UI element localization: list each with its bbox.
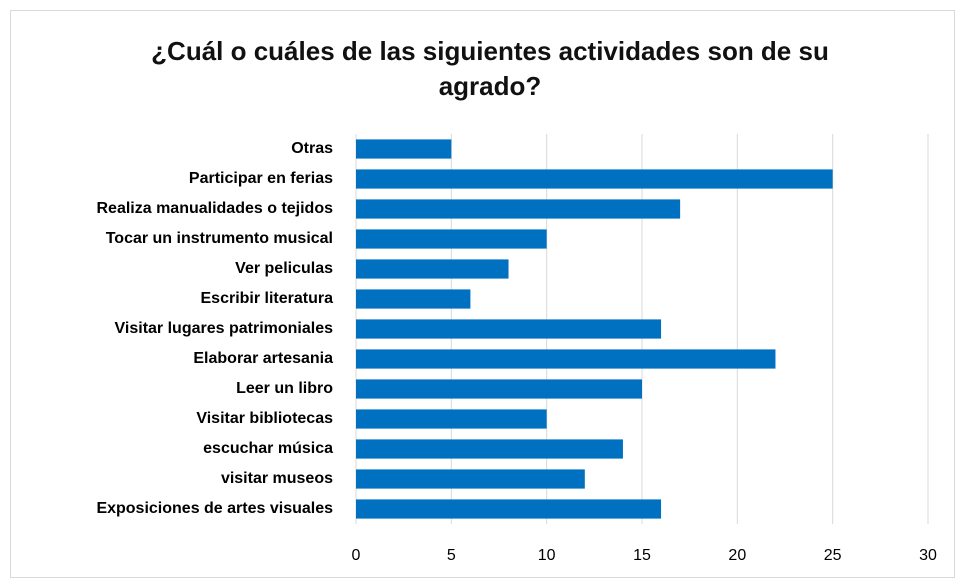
bar xyxy=(356,439,623,459)
x-tick-label: 5 xyxy=(447,547,456,564)
y-tick-label: Escribir literatura xyxy=(201,290,334,307)
bar xyxy=(356,199,681,219)
bar xyxy=(356,349,776,369)
x-tick-label: 10 xyxy=(538,547,556,564)
y-tick-label: Elaborar artesania xyxy=(193,350,333,367)
bar xyxy=(356,379,642,399)
x-tick-label: 25 xyxy=(824,547,842,564)
x-tick-label: 15 xyxy=(633,547,651,564)
y-tick-label: Exposiciones de artes visuales xyxy=(96,500,333,517)
chart-border xyxy=(10,10,955,578)
y-tick-label: visitar museos xyxy=(221,470,333,487)
x-tick-label: 20 xyxy=(728,547,746,564)
bar xyxy=(356,169,833,189)
bar xyxy=(356,319,662,339)
bar xyxy=(356,229,547,249)
y-tick-label: Visitar lugares patrimoniales xyxy=(115,320,334,337)
x-tick-label: 30 xyxy=(919,547,937,564)
bar xyxy=(356,139,452,159)
bar xyxy=(356,499,662,519)
y-tick-label: Visitar bibliotecas xyxy=(196,410,333,427)
y-tick-label: Participar en ferias xyxy=(189,170,333,187)
y-tick-label: Otras xyxy=(291,140,333,157)
y-tick-label: Ver peliculas xyxy=(235,260,333,277)
bar xyxy=(356,289,471,309)
bar xyxy=(356,469,585,489)
y-tick-label: Tocar un instrumento musical xyxy=(106,230,333,247)
x-tick-label: 0 xyxy=(352,547,361,564)
y-tick-label: escuchar música xyxy=(203,440,333,457)
y-tick-label: Realiza manualidades o tejidos xyxy=(96,200,333,217)
bar xyxy=(356,259,509,279)
chart-title: ¿Cuál o cuáles de las siguientes activid… xyxy=(151,36,829,101)
bar xyxy=(356,409,547,429)
y-tick-label: Leer un libro xyxy=(236,380,333,397)
